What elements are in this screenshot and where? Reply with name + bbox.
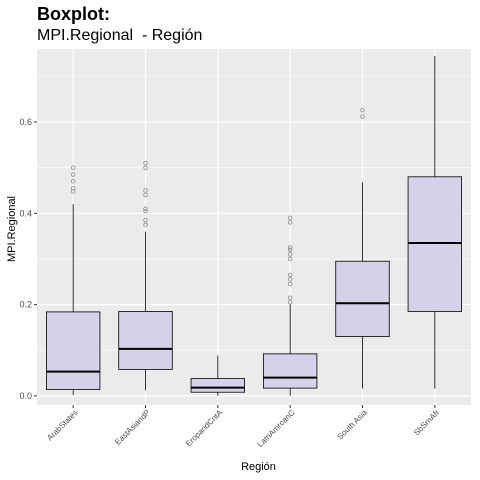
outlier-point — [287, 245, 293, 250]
box-2 — [118, 160, 173, 391]
outlier-point — [287, 272, 293, 278]
boxes — [46, 55, 462, 396]
outlier-point — [287, 220, 293, 225]
y-tick-label: 0.6 — [19, 117, 32, 127]
outlier-point — [143, 217, 148, 223]
x-tick-label: EastAsiandP — [113, 408, 152, 447]
outlier-point — [287, 281, 293, 287]
outlier-point — [70, 189, 76, 194]
outlier-point — [360, 114, 365, 119]
outlier-point — [287, 295, 293, 300]
outlier-point — [70, 186, 76, 191]
box-6 — [407, 55, 462, 389]
outlier-point — [143, 208, 148, 214]
y-axis: 0.0 0.2 0.4 0.6 — [19, 117, 37, 401]
outlier-point — [287, 256, 293, 262]
outlier-point — [70, 165, 76, 170]
outlier-point — [287, 247, 293, 253]
y-axis-title: MPI.Regional — [6, 195, 18, 263]
outlier-point — [287, 300, 293, 305]
x-tick-label: SbSrnAfr — [412, 408, 442, 438]
outlier-point — [70, 172, 76, 177]
outlier-point — [287, 215, 293, 221]
box-4 — [263, 215, 318, 396]
x-axis-title: Región — [241, 461, 276, 473]
box-iqr — [118, 311, 173, 370]
outlier-point — [143, 160, 148, 166]
x-tick-label: ArabStates — [45, 408, 79, 442]
box-1 — [46, 165, 101, 395]
x-tick-label: EropandCntA — [184, 408, 225, 449]
box-iqr — [335, 260, 390, 337]
outlier-point — [287, 252, 293, 257]
x-tick-label: South Asia — [336, 408, 370, 442]
outlier-point — [143, 192, 148, 198]
outlier-point — [143, 188, 148, 193]
y-tick-label: 0.4 — [19, 208, 32, 218]
box-iqr — [46, 311, 101, 390]
plot-panel — [37, 49, 471, 405]
box-iqr — [263, 353, 318, 389]
outlier-point — [143, 165, 148, 170]
box-5 — [335, 107, 390, 389]
x-tick-label: LatnAmrcanC — [256, 408, 297, 449]
outlier-point — [143, 222, 148, 227]
chart-subtitle: MPI.Regional - Región — [37, 27, 203, 44]
y-tick-label: 0.0 — [19, 391, 32, 401]
outlier-point — [70, 179, 76, 184]
y-tick-label: 0.2 — [19, 300, 32, 310]
outlier-point — [360, 107, 365, 113]
outlier-point — [143, 206, 148, 211]
chart-title: Boxplot: — [37, 4, 110, 24]
box-3 — [190, 355, 245, 396]
box-iqr — [190, 378, 245, 393]
x-axis: ArabStates EastAsiandP EropandCntA LatnAmrc… — [45, 405, 441, 449]
outlier-point — [287, 277, 293, 282]
box-iqr — [407, 176, 462, 312]
